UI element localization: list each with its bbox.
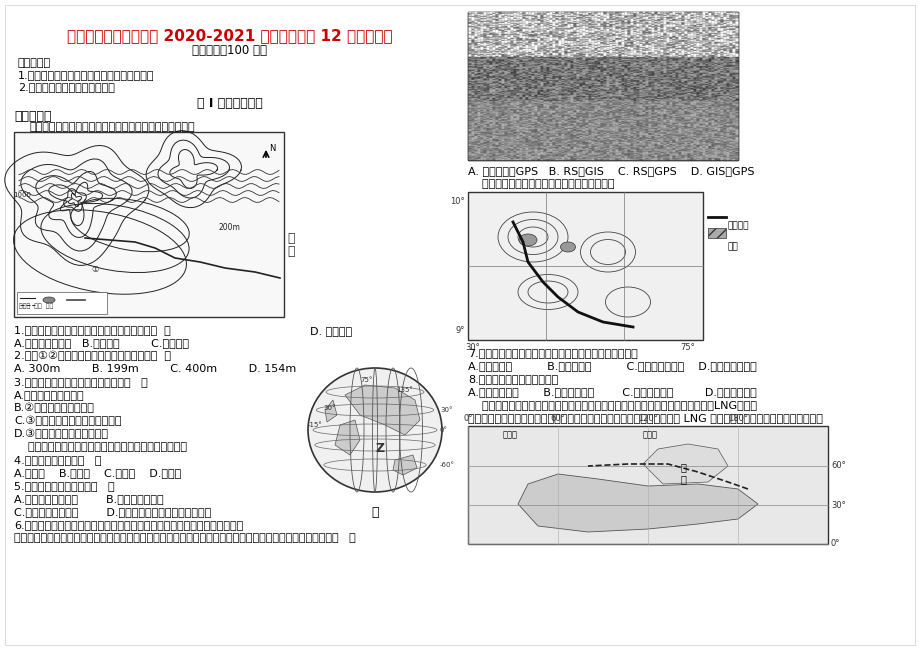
Text: 右图是我国编制的等跨世界地图。读图完成下面小题。: 右图是我国编制的等跨世界地图。读图完成下面小题。 — [14, 442, 187, 452]
Text: 考试时间：100 分钟: 考试时间：100 分钟 — [192, 44, 267, 57]
FancyBboxPatch shape — [468, 192, 702, 340]
Text: A.西北高，东南低   B.北高南低         C.西高东低: A.西北高，东南低 B.北高南低 C.西高东低 — [14, 338, 188, 348]
Text: 2.请将答案正确填写在答题卡上: 2.请将答案正确填写在答题卡上 — [18, 82, 115, 92]
Text: 180°: 180° — [727, 414, 747, 423]
Text: 而积水而成的一类湖泊。近年来，一些冰湖持续扩张。对冰湖进行监测和风险评估用到的地理信息技术主要是（   ）: 而积水而成的一类湖泊。近年来，一些冰湖持续扩张。对冰湖进行监测和风险评估用到的地… — [14, 533, 356, 543]
Text: 4.图中甲所在太洋是（   ）: 4.图中甲所在太洋是（ ） — [14, 455, 101, 465]
Polygon shape — [345, 385, 420, 435]
Text: 乙辛线: 乙辛线 — [642, 430, 657, 439]
Text: 湖泊: 湖泊 — [727, 242, 738, 251]
Text: C.③湖泊水域与贝加尔湖成因一致: C.③湖泊水域与贝加尔湖成因一致 — [14, 416, 121, 426]
Text: 6.冰湖（如下图所示）是由冰川剥蚀的派地（冰抖斗）和冒穊物堵塞冰川槽谷: 6.冰湖（如下图所示）是由冰川剥蚀的派地（冰抖斗）和冒穊物堵塞冰川槽谷 — [14, 520, 243, 530]
Text: -15°: -15° — [307, 422, 322, 428]
Text: 200m: 200m — [219, 222, 241, 231]
Polygon shape — [335, 420, 359, 455]
Text: A.太平洋    B.大西洋    C.印度洋    D.北冰洋: A.太平洋 B.大西洋 C.印度洋 D.北冰洋 — [14, 468, 181, 478]
Text: 60°: 60° — [830, 462, 845, 471]
Text: 海: 海 — [287, 232, 294, 245]
Text: 甲辛线: 甲辛线 — [503, 430, 517, 439]
Polygon shape — [324, 400, 336, 422]
Text: 9°: 9° — [455, 326, 464, 335]
Text: 一、单选题: 一、单选题 — [14, 110, 51, 123]
Text: C.跨经度最多的大洲        D.距其最近的大洲是澳大利亚大陆: C.跨经度最多的大洲 D.距其最近的大洲是澳大利亚大陆 — [14, 507, 211, 517]
Text: 120°: 120° — [638, 414, 657, 423]
FancyBboxPatch shape — [468, 426, 827, 544]
Text: -60°: -60° — [439, 462, 455, 468]
Text: A. 300m         B. 199m         C. 400m         D. 154m: A. 300m B. 199m C. 400m D. 154m — [14, 364, 296, 374]
Text: 2.图中①②两湖泊沿岐面的最大高差可能为（  ）: 2.图中①②两湖泊沿岐面的最大高差可能为（ ） — [14, 351, 171, 361]
Text: 0°: 0° — [463, 414, 472, 423]
FancyBboxPatch shape — [14, 132, 284, 317]
Text: 国: 国 — [679, 474, 686, 484]
Polygon shape — [517, 474, 757, 532]
Text: 30°: 30° — [465, 343, 480, 352]
Text: 30°: 30° — [323, 405, 335, 411]
Text: 30°: 30° — [830, 500, 845, 510]
Text: B.②湖泊夏季时面积最大: B.②湖泊夏季时面积最大 — [14, 403, 95, 413]
Text: A.图中河流汛期在夏季: A.图中河流汛期在夏季 — [14, 390, 85, 400]
FancyBboxPatch shape — [17, 292, 107, 314]
Text: 30°: 30° — [439, 407, 452, 413]
Text: 下图为地中海沿岐某区域等高线地形图，完成下面小题。: 下图为地中海沿岐某区域等高线地形图，完成下面小题。 — [30, 122, 196, 132]
Ellipse shape — [560, 242, 575, 252]
Text: 亚马尔半岛及其近海是俄罗斯极地能源开发的主要地区，目前中国参建的亚马尔LNG（液化: 亚马尔半岛及其近海是俄罗斯极地能源开发的主要地区，目前中国参建的亚马尔LNG（液… — [468, 400, 756, 410]
Text: 四川省成都市新津中学 2020-2021 学年高二地理 12 月月考试题: 四川省成都市新津中学 2020-2021 学年高二地理 12 月月考试题 — [67, 28, 392, 43]
FancyBboxPatch shape — [5, 5, 914, 645]
Text: 天然气）项目已成为该地最重要的能源开发项目。下图为我国该能源项目 LNG 运输路线示意图，据此完成下面小题。: 天然气）项目已成为该地最重要的能源开发项目。下图为我国该能源项目 LNG 运输路… — [468, 413, 822, 423]
Text: 第 I 卷（选择题）: 第 I 卷（选择题） — [197, 97, 263, 110]
Text: A.跨纬度最多的大洲        B.毯临世界四大洋: A.跨纬度最多的大洲 B.毯临世界四大洋 — [14, 494, 164, 504]
Text: 0°: 0° — [439, 427, 448, 433]
Text: 10°: 10° — [450, 197, 464, 206]
FancyBboxPatch shape — [708, 228, 725, 238]
Text: 7.图示区域为世界上重要的海上交通要道，该要道沟通了: 7.图示区域为世界上重要的海上交通要道，该要道沟通了 — [468, 348, 637, 358]
Text: A. 数字地球和GPS   B. RS和GIS    C. RS和GPS    D. GIS和GPS: A. 数字地球和GPS B. RS和GIS C. RS和GPS D. GIS和G… — [468, 166, 754, 176]
Text: 60°: 60° — [550, 414, 565, 423]
Text: 1000: 1000 — [13, 192, 31, 198]
Text: A.东亚和南亚          B.西欧与西亚          C.大西洋与太平洋    D.太平洋与印度洋: A.东亚和南亚 B.西欧与西亚 C.大西洋与太平洋 D.太平洋与印度洋 — [468, 361, 756, 371]
Polygon shape — [642, 444, 727, 484]
Text: D.③湖泊中可能能发现岩癸岩: D.③湖泊中可能能发现岩癸岩 — [14, 429, 108, 439]
Text: 运河主线: 运河主线 — [727, 221, 749, 230]
Text: ①: ① — [91, 265, 98, 274]
Ellipse shape — [43, 297, 55, 303]
Text: 75°: 75° — [680, 343, 695, 352]
Text: 0°: 0° — [830, 540, 839, 549]
Text: 甲: 甲 — [371, 506, 379, 519]
Polygon shape — [392, 455, 416, 475]
Text: N: N — [268, 144, 275, 153]
Text: 135°: 135° — [396, 387, 413, 393]
Text: 该某区域地形和水文示意图，完成下面小题。: 该某区域地形和水文示意图，完成下面小题。 — [468, 179, 614, 189]
Text: 5.对乙大洲描述正确的是（   ）: 5.对乙大洲描述正确的是（ ） — [14, 481, 115, 491]
Text: 洋: 洋 — [287, 245, 294, 258]
Text: D. 南高北低: D. 南高北低 — [310, 326, 352, 336]
Ellipse shape — [308, 368, 441, 492]
Text: A.热带雨林气候       B.热带草原气候        C.热带沙漠气候         D.热带季风气候: A.热带雨林气候 B.热带草原气候 C.热带沙漠气候 D.热带季风气候 — [468, 387, 756, 397]
Text: 1.根据图中信息判断，该区域整体地势特征为（  ）: 1.根据图中信息判断，该区域整体地势特征为（ ） — [14, 325, 171, 335]
Text: Z: Z — [375, 441, 384, 454]
Text: 8.图示区域的主要气候类型是: 8.图示区域的主要气候类型是 — [468, 374, 558, 384]
FancyBboxPatch shape — [468, 12, 737, 160]
Text: 75°: 75° — [360, 377, 373, 383]
Text: 等高线  湖泊  河流: 等高线 湖泊 河流 — [19, 304, 53, 309]
Text: 注意事项：: 注意事项： — [18, 58, 51, 68]
Text: 3.关于图示地区，下列说法正确的是（   ）: 3.关于图示地区，下列说法正确的是（ ） — [14, 377, 148, 387]
Text: 中: 中 — [679, 462, 686, 472]
Text: 1.答题前填写自己的姓名、班级、考号等信息: 1.答题前填写自己的姓名、班级、考号等信息 — [18, 70, 154, 80]
Ellipse shape — [518, 234, 537, 246]
